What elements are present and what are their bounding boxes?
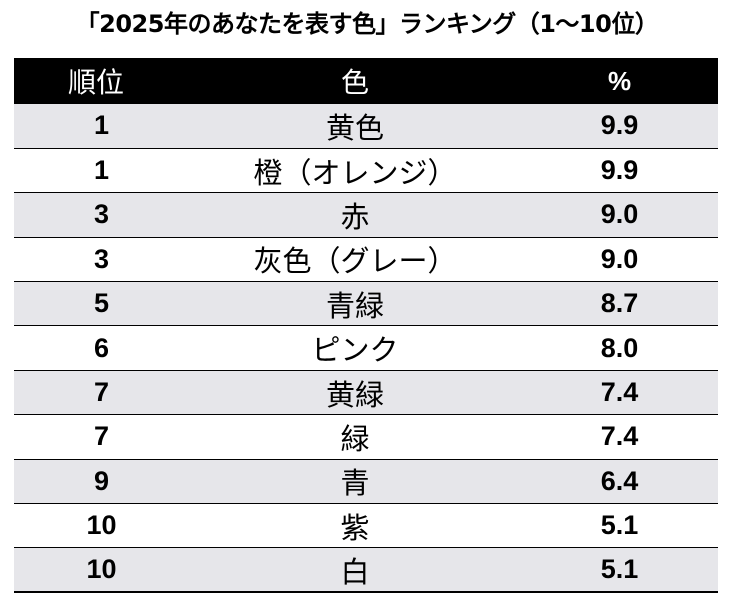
percent-cell: 9.9 bbox=[600, 110, 639, 141]
percent-cell: 9.0 bbox=[521, 192, 718, 238]
table-row: 3 灰色（グレー） 9.0 bbox=[14, 236, 718, 282]
color-cell: ピンク bbox=[189, 325, 521, 371]
color-cell: 緑 bbox=[189, 414, 521, 460]
rank-cell: 9 bbox=[14, 458, 189, 504]
table-header: 順位 色 % bbox=[14, 58, 718, 104]
table-row: 10 紫 5.1 bbox=[14, 503, 718, 548]
color-cell: 白 bbox=[189, 547, 521, 593]
color-cell: 赤 bbox=[189, 192, 521, 238]
header-row: 順位 色 % bbox=[14, 58, 718, 104]
rank-cell: 3 bbox=[14, 192, 189, 238]
table-row: 1 黄色 9.9 bbox=[14, 104, 718, 149]
table-row: 1 橙（オレンジ） 9.9 bbox=[14, 147, 718, 193]
rank-cell: 6 bbox=[14, 325, 189, 371]
table-row: 10 白 5.1 bbox=[14, 547, 718, 593]
color-cell: 紫 bbox=[189, 503, 521, 548]
table-row: 3 赤 9.0 bbox=[14, 192, 718, 238]
rank-cell: 7 bbox=[14, 369, 189, 415]
color-cell: 青緑 bbox=[189, 281, 521, 326]
rank-cell: 1 bbox=[93, 110, 110, 141]
rank-cell: 10 bbox=[14, 547, 189, 593]
rank-cell: 1 bbox=[14, 147, 189, 193]
rank-cell: 5 bbox=[14, 281, 189, 326]
color-cell: 黄色 bbox=[325, 110, 384, 145]
table-row: 5 青緑 8.7 bbox=[14, 281, 718, 326]
percent-cell: 5.1 bbox=[521, 503, 718, 548]
page-title: 「2025年のあなたを表す色」ランキング（1〜10位） bbox=[75, 10, 659, 38]
percent-cell: 6.4 bbox=[521, 458, 718, 504]
percent-cell: 9.9 bbox=[521, 147, 718, 193]
table-row: 7 緑 7.4 bbox=[14, 414, 718, 460]
rank-cell: 7 bbox=[14, 414, 189, 460]
table-body: 1 黄色 9.9 1 橙（オレンジ） 9.9 3 赤 9.0 3 灰色（グレー）… bbox=[14, 104, 718, 593]
color-cell: 青 bbox=[189, 458, 521, 504]
header-color: 色 bbox=[340, 66, 369, 99]
ranking-table: 順位 色 % 1 黄色 9.9 1 橙（オレンジ） 9.9 3 赤 9.0 3 … bbox=[14, 58, 718, 594]
percent-cell: 8.0 bbox=[521, 325, 718, 371]
percent-cell: 7.4 bbox=[521, 369, 718, 415]
table-row: 9 青 6.4 bbox=[14, 458, 718, 504]
percent-cell: 9.0 bbox=[521, 236, 718, 282]
color-cell: 灰色（グレー） bbox=[189, 236, 521, 282]
table-row: 6 ピンク 8.0 bbox=[14, 325, 718, 371]
header-percent: % bbox=[607, 65, 632, 96]
rank-cell: 3 bbox=[14, 236, 189, 282]
header-rank: 順位 bbox=[68, 66, 125, 99]
table-row: 7 黄緑 7.4 bbox=[14, 369, 718, 415]
percent-cell: 5.1 bbox=[521, 547, 718, 593]
color-cell: 橙（オレンジ） bbox=[189, 147, 521, 193]
color-cell: 黄緑 bbox=[189, 369, 521, 415]
percent-cell: 7.4 bbox=[521, 414, 718, 460]
rank-cell: 10 bbox=[14, 503, 189, 548]
percent-cell: 8.7 bbox=[521, 281, 718, 326]
